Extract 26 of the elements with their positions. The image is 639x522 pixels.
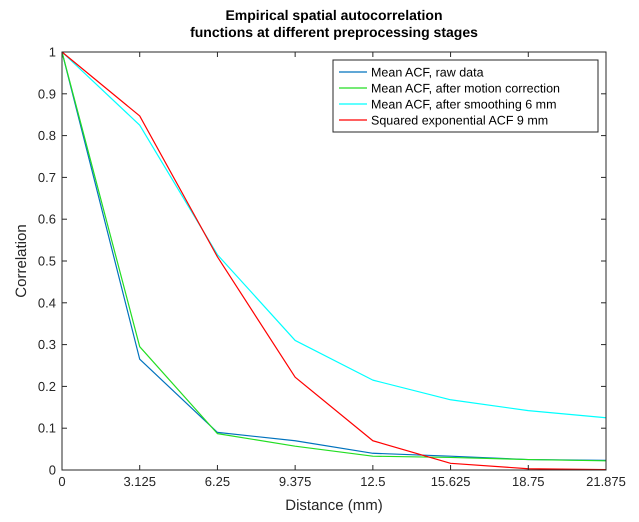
- y-tick-label: 0.3: [38, 337, 56, 352]
- legend-label: Squared exponential ACF 9 mm: [371, 114, 548, 128]
- x-tick-label: 3.125: [123, 474, 156, 489]
- x-tick-label: 0: [58, 474, 66, 489]
- x-tick-label: 9.375: [278, 474, 312, 489]
- y-tick-label: 0.7: [38, 170, 56, 185]
- x-tick-label: 15.625: [430, 474, 470, 489]
- y-tick-label: 0.5: [38, 254, 56, 268]
- legend-label: Mean ACF, after motion correction: [371, 82, 560, 96]
- x-tick-label: 6.25: [204, 474, 230, 489]
- x-tick-label: 12.5: [360, 474, 386, 489]
- legend-label: Mean ACF, after smoothing 6 mm: [371, 98, 556, 112]
- y-tick-label: 1: [48, 44, 56, 60]
- y-tick-label: 0.6: [38, 212, 56, 227]
- x-axis-title: Distance (mm): [285, 497, 383, 514]
- x-tick-label: 21.875: [586, 474, 626, 489]
- x-tick-label: 18.75: [512, 474, 545, 489]
- y-tick-label: 0.1: [38, 420, 56, 436]
- y-tick-label: 0.8: [38, 128, 56, 144]
- legend-label: Mean ACF, raw data: [371, 66, 484, 80]
- y-tick-label: 0.9: [38, 86, 56, 102]
- y-tick-label: 0: [48, 462, 56, 478]
- y-axis-title: Correlation: [13, 224, 30, 298]
- chart-title: Empirical spatial autocorrelation functions at different preprocessing stages: [190, 7, 478, 40]
- y-tick-label: 0.4: [38, 295, 56, 310]
- y-tick-label: 0.2: [38, 378, 56, 394]
